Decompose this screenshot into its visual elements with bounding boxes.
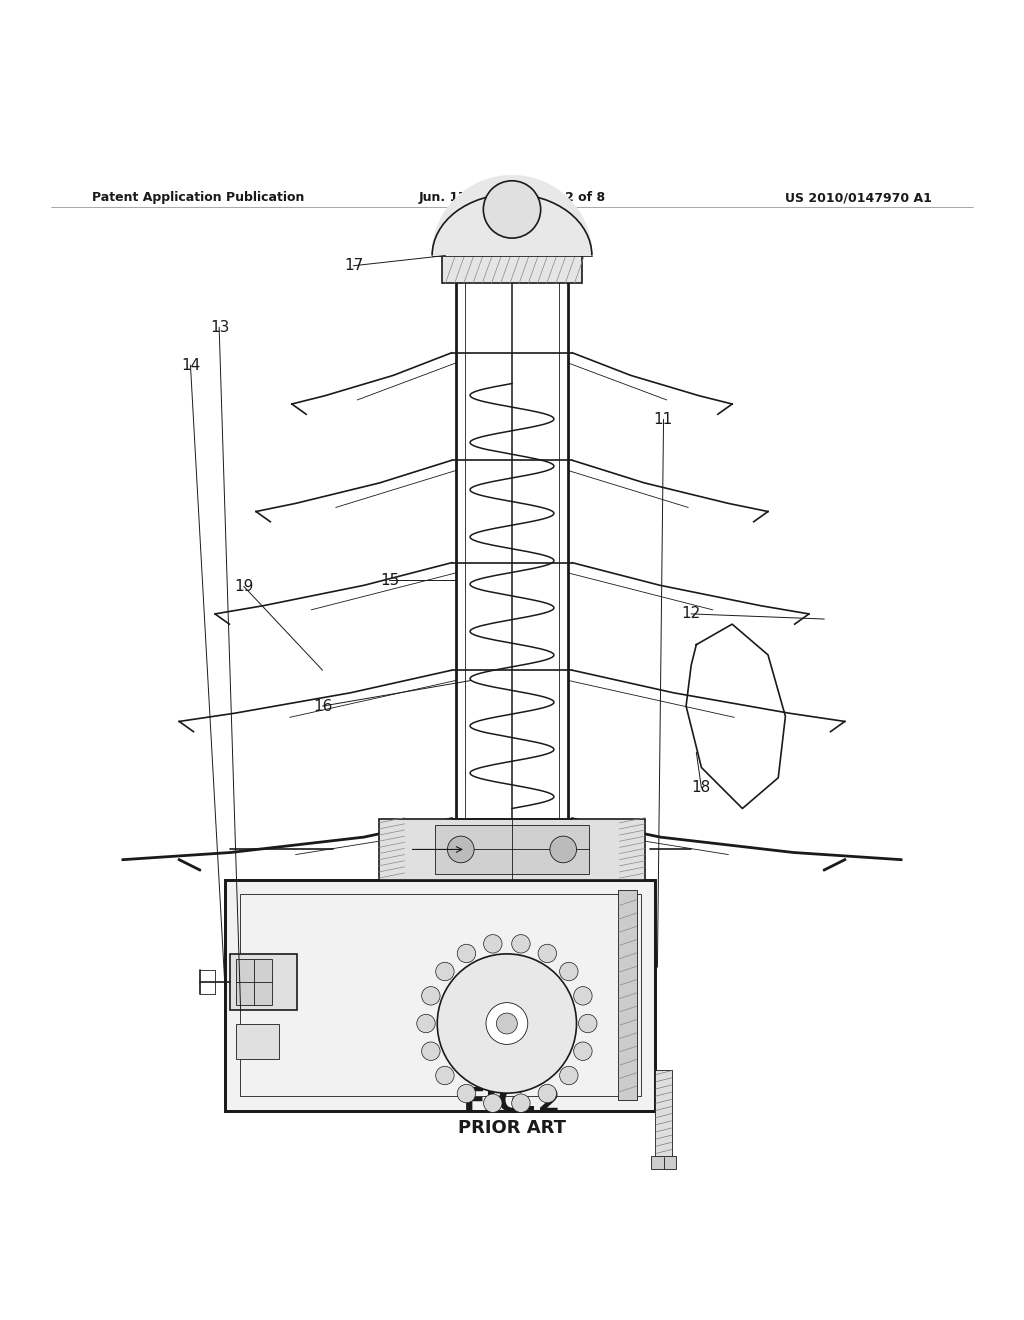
Bar bbox=[618, 891, 637, 1101]
Bar bbox=[230, 954, 297, 1010]
Circle shape bbox=[550, 836, 577, 863]
Bar bbox=[655, 1069, 672, 1156]
Circle shape bbox=[573, 986, 592, 1005]
Bar bbox=[651, 1155, 676, 1170]
Text: 11: 11 bbox=[653, 412, 673, 426]
Circle shape bbox=[447, 836, 474, 863]
Circle shape bbox=[560, 1067, 579, 1085]
Bar bbox=[435, 825, 589, 874]
Text: 14: 14 bbox=[181, 358, 201, 372]
Text: 16: 16 bbox=[313, 698, 333, 714]
Wedge shape bbox=[432, 176, 592, 256]
Bar bbox=[240, 895, 641, 1096]
Circle shape bbox=[483, 935, 502, 953]
Bar bbox=[225, 880, 655, 1110]
Text: Patent Application Publication: Patent Application Publication bbox=[92, 191, 304, 205]
Bar bbox=[236, 1023, 279, 1060]
Circle shape bbox=[497, 1012, 517, 1034]
Bar bbox=[442, 255, 582, 284]
Circle shape bbox=[483, 1094, 502, 1113]
Circle shape bbox=[457, 1084, 475, 1102]
Text: Jun. 17, 2010  Sheet 2 of 8: Jun. 17, 2010 Sheet 2 of 8 bbox=[419, 191, 605, 205]
Circle shape bbox=[512, 1094, 530, 1113]
Circle shape bbox=[486, 1003, 527, 1044]
Text: 15: 15 bbox=[380, 573, 399, 587]
Circle shape bbox=[435, 962, 454, 981]
Circle shape bbox=[457, 944, 475, 962]
Circle shape bbox=[437, 954, 577, 1093]
Circle shape bbox=[579, 1014, 597, 1032]
Circle shape bbox=[539, 944, 557, 962]
Text: US 2010/0147970 A1: US 2010/0147970 A1 bbox=[785, 191, 932, 205]
Circle shape bbox=[512, 935, 530, 953]
Text: 13: 13 bbox=[210, 319, 229, 335]
Text: 19: 19 bbox=[234, 578, 254, 594]
Bar bbox=[225, 880, 655, 1110]
Bar bbox=[379, 818, 645, 880]
Circle shape bbox=[422, 1041, 440, 1060]
Text: FIG.2: FIG.2 bbox=[463, 1086, 561, 1119]
Text: 17: 17 bbox=[344, 259, 364, 273]
Circle shape bbox=[539, 1084, 557, 1102]
Circle shape bbox=[422, 986, 440, 1005]
Bar bbox=[236, 960, 272, 1005]
Circle shape bbox=[573, 1041, 592, 1060]
Circle shape bbox=[435, 1067, 454, 1085]
Circle shape bbox=[417, 1014, 435, 1032]
Text: PRIOR ART: PRIOR ART bbox=[458, 1119, 566, 1137]
Circle shape bbox=[483, 181, 541, 238]
Circle shape bbox=[560, 962, 579, 981]
Text: 12: 12 bbox=[681, 606, 700, 622]
Text: 18: 18 bbox=[691, 780, 711, 796]
